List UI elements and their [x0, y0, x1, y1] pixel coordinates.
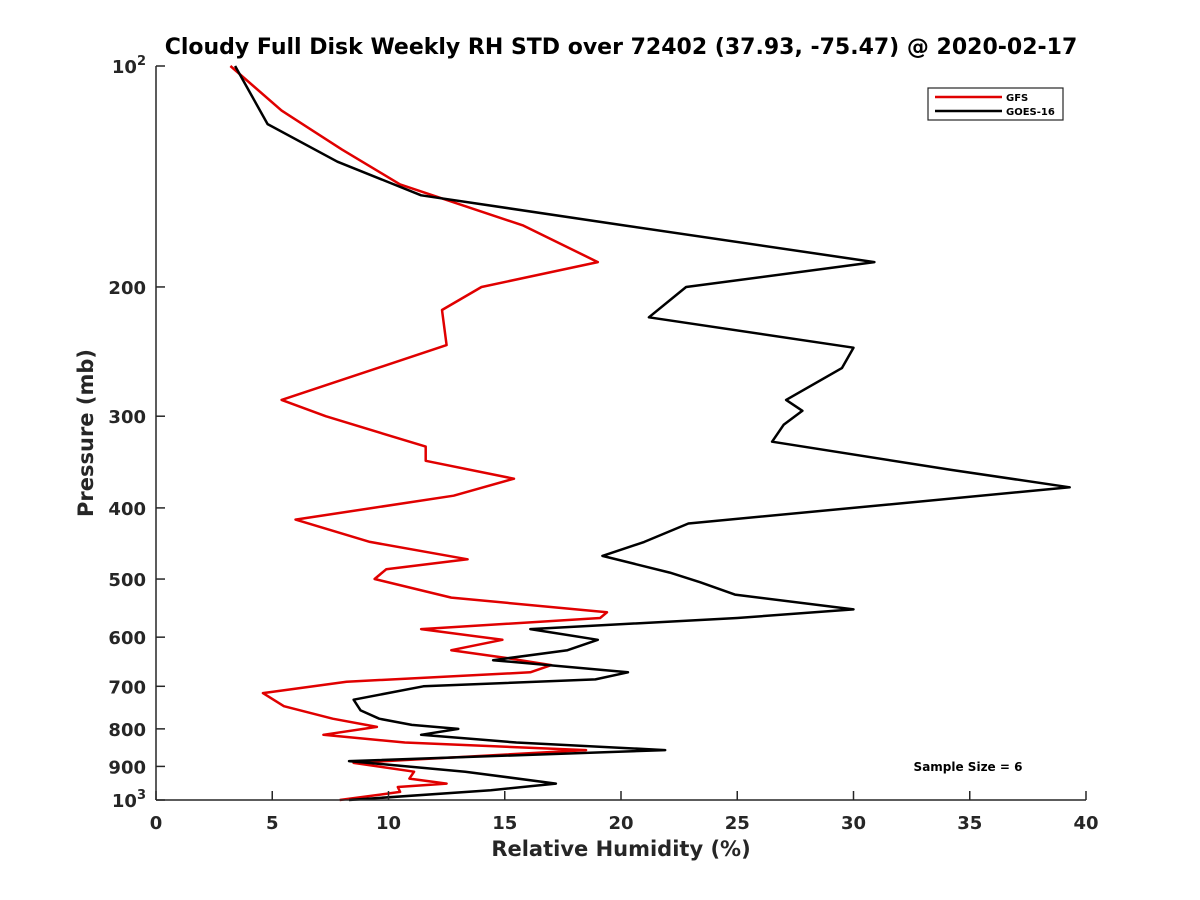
- legend-label-gfs: GFS: [1006, 93, 1028, 104]
- legend-label-goes-16: GOES-16: [1006, 107, 1055, 118]
- y-tick-label-base: 10: [112, 791, 137, 812]
- y-tick-label-exponent: 2: [137, 54, 146, 69]
- y-tick-label-base: 10: [112, 57, 137, 78]
- y-axis-label: Pressure (mb): [74, 349, 98, 517]
- legend: GFS GOES-16: [927, 87, 1064, 121]
- plot-area: [156, 66, 1086, 800]
- series-layer: [229, 65, 1071, 802]
- y-tick-label: 102: [112, 54, 146, 78]
- x-tick-label: 20: [608, 813, 633, 834]
- y-tick-label: 500: [108, 570, 146, 591]
- x-tick-label: 15: [492, 813, 517, 834]
- x-tick-label: 0: [150, 813, 163, 834]
- legend-box: [927, 87, 1064, 121]
- x-tick-label: 10: [376, 813, 401, 834]
- x-tick-label: 30: [841, 813, 866, 834]
- y-tick-label: 600: [108, 628, 146, 649]
- x-tick-label: 25: [725, 813, 750, 834]
- sample-size-annotation: Sample Size = 6: [914, 760, 1023, 774]
- y-tick-label: 800: [108, 720, 146, 741]
- y-tick-label-exponent: 3: [137, 788, 146, 803]
- y-tick-label: 400: [108, 499, 146, 520]
- y-tick-label: 103: [112, 788, 146, 812]
- x-axis-label: Relative Humidity (%): [491, 837, 750, 861]
- y-tick-label: 700: [108, 677, 146, 698]
- x-axis-ticks: 0 5 10 15 20 25 30 35 40: [150, 791, 1099, 834]
- chart-title: Cloudy Full Disk Weekly RH STD over 7240…: [165, 35, 1078, 60]
- series-line-gfs: [229, 65, 609, 802]
- y-tick-label: 200: [108, 278, 146, 299]
- x-tick-label: 35: [957, 813, 982, 834]
- x-tick-label: 5: [266, 813, 279, 834]
- series-line-goes-16: [234, 65, 1071, 802]
- x-tick-label: 40: [1073, 813, 1098, 834]
- y-tick-label: 300: [108, 407, 146, 428]
- y-tick-label: 900: [108, 757, 146, 778]
